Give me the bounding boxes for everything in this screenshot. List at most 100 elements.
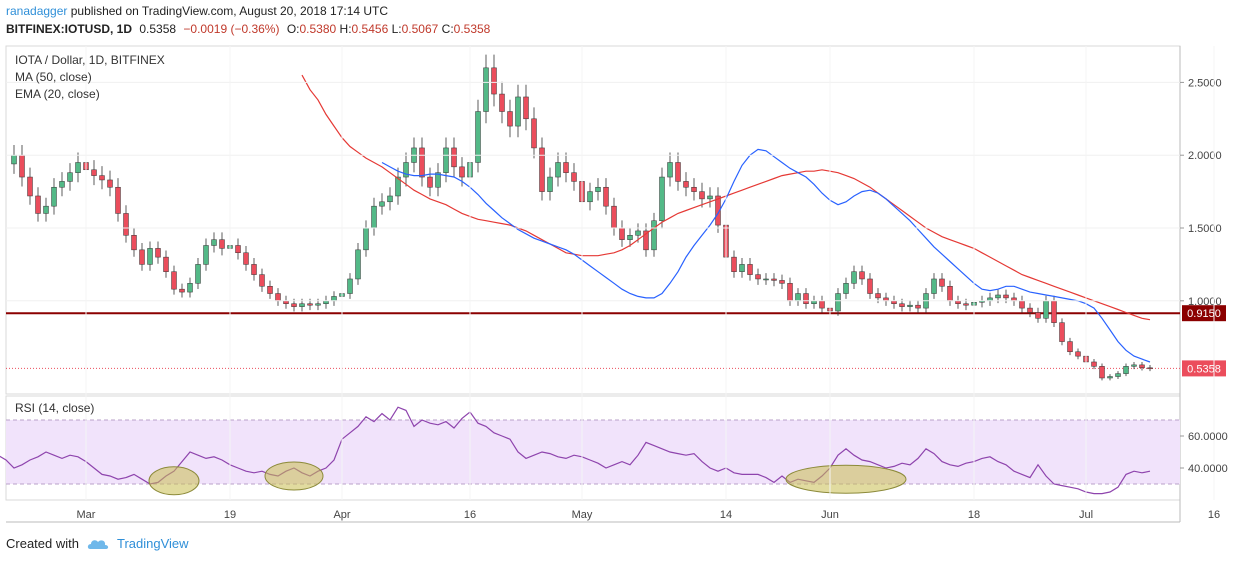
candle-body [563,162,569,173]
candle-body [747,264,753,275]
price-tick-label: 2.5000 [1188,77,1222,89]
candle-body [27,176,33,197]
indicator-label: MA (50, close) [15,70,92,84]
price-tick-label: 2.0000 [1188,150,1222,162]
candle-body [603,186,609,207]
candle-body [547,176,553,192]
candle-body [179,288,185,293]
candle-body [219,239,225,249]
candle-body [51,186,57,207]
symbol-name: BITFINEX:IOTUSD, 1D [6,22,133,36]
candle-body [819,300,825,309]
candle-body [1147,367,1153,370]
footer: Created with TradingView [6,536,189,551]
candle-body [931,278,937,294]
candle-body [371,205,377,229]
support-label-bg [1182,305,1226,322]
ohlc-values: O:0.5380 H:0.5456 L:0.5067 C:0.5358 [287,22,491,36]
rsi-tick-label: 40.0000 [1188,463,1228,475]
candle-body [707,195,713,200]
candle-body [555,162,561,178]
candle-body [659,176,665,221]
candle-body [291,303,297,307]
price-change: −0.0019 (−0.36%) [183,22,280,36]
last-price: 0.5358 [139,22,177,36]
candle-body [67,172,73,182]
candle-body [899,303,905,307]
candle-body [259,274,265,287]
price-chart[interactable]: 0.9150 0.5358 2.5000 2.0000 1.5000 1.0000 Mar… [0,0,1240,530]
candle-body [1131,364,1137,367]
rsi-line [0,406,1151,495]
candle-body [835,293,841,312]
candle-body [915,304,921,309]
time-tick-label: May [572,509,593,521]
candle-body [787,283,793,302]
created-with-text: Created with [6,536,79,551]
candle-body [843,283,849,294]
candle-body [755,274,761,280]
candle-body [163,256,169,272]
candle-body [683,181,689,188]
candle-body [11,154,17,165]
candle-body [1067,341,1073,353]
candle-body [59,181,65,188]
author-link[interactable]: ranadagger [6,4,68,18]
candle-body [867,278,873,294]
oversold-highlight-ellipse [148,466,200,496]
candle-body [995,294,1001,299]
high-value: 0.5456 [351,22,389,36]
candle-body [99,175,105,181]
candle-body [267,286,273,294]
candle-body [531,118,537,149]
candle-body [491,67,497,95]
candle-body [147,248,153,265]
candle-body [235,245,241,254]
candle-body [395,176,401,197]
candle-body [667,162,673,178]
candle-body [675,162,681,182]
candle-body [91,169,97,176]
time-tick-label: Mar [77,509,96,521]
candle-body [1123,366,1129,374]
candle-body [483,67,489,112]
candle-body [1003,294,1009,299]
candle-body [243,252,249,265]
tradingview-brand-link[interactable]: TradingView [116,536,189,551]
tradingview-logo-icon [87,539,109,549]
rsi-title: RSI (14, close) [15,401,94,415]
candle-body [1035,312,1041,319]
close-label: C: [441,22,454,36]
candle-body [1139,364,1145,369]
low-label: L: [391,22,402,36]
open-value: 0.5380 [299,22,337,36]
indicator-label: EMA (20, close) [15,87,100,101]
oversold-highlight-ellipse [264,461,324,491]
candle-body [155,248,161,258]
publish-line: ranadagger published on TradingView.com,… [6,4,388,18]
candle-body [75,162,81,173]
candle-body [1107,376,1113,379]
last-price-label: 0.5358 [1187,363,1221,375]
candle-body [875,293,881,299]
candle-body [315,303,321,306]
published-text: published on TradingView.com, August 20,… [70,4,389,18]
candle-body [299,303,305,307]
candle-body [307,303,313,306]
support-label: 0.9150 [1187,308,1221,320]
candle-body [739,264,745,272]
candle-body [595,186,601,192]
candle-body [1051,300,1057,323]
candle-body [627,235,633,240]
candle-body [355,249,361,280]
candle-body [387,195,393,203]
candle-body [139,249,145,265]
candle-body [1099,366,1105,379]
low-value: 0.5067 [401,22,439,36]
candle-body [947,286,953,302]
candle-body [211,239,217,246]
time-tick-label: 18 [968,509,980,521]
candle-body [419,147,425,178]
time-tick-label: 16 [464,509,476,521]
time-tick-label: Jul [1079,509,1093,521]
